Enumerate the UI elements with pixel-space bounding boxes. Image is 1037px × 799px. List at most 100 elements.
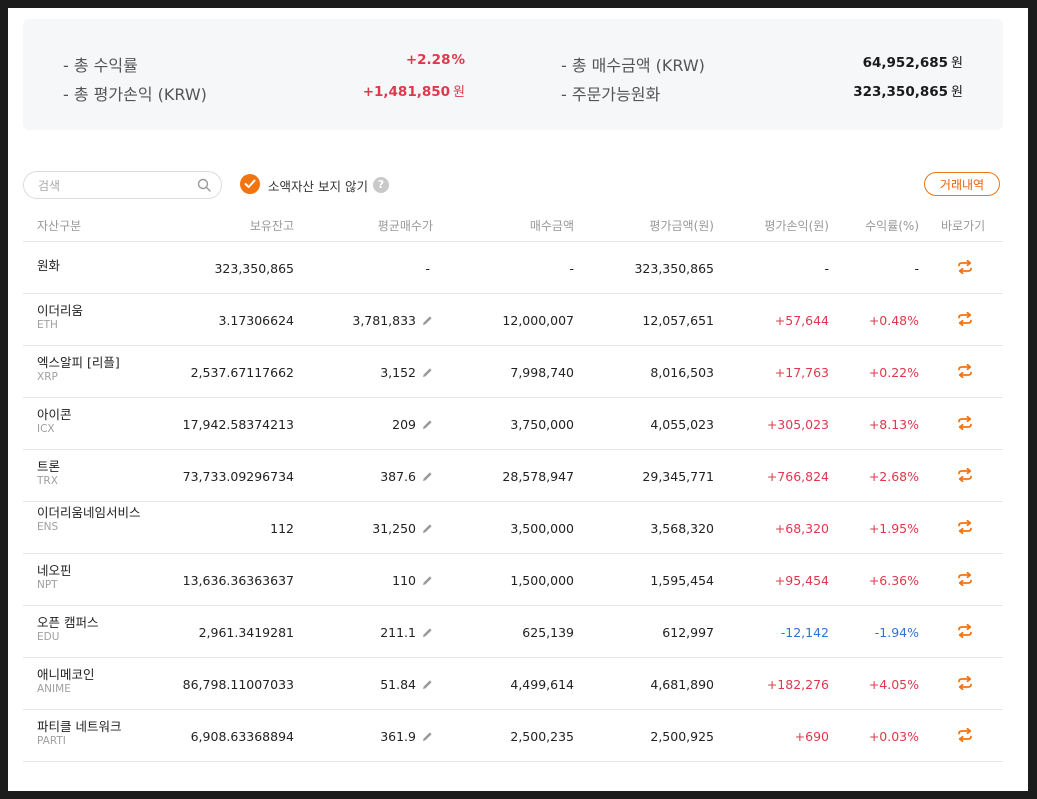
eval-amount-cell: 323,350,865 xyxy=(634,261,714,276)
avg-price-value: 31,250 xyxy=(372,521,416,536)
balance-cell: 6,908.63368894 xyxy=(190,729,294,744)
asset-cell: 네오핀 NPT xyxy=(37,563,137,592)
trade-history-button[interactable]: 거래내역 xyxy=(924,172,1000,196)
header-eval-amount: 평가금액(원) xyxy=(649,219,714,233)
avg-price-value: 387.6 xyxy=(380,469,416,484)
table-row: 애니메코인 ANIME 86,798.11007033 51.84 4,499,614 4… xyxy=(23,658,1003,710)
swap-icon[interactable] xyxy=(957,311,973,327)
edit-pencil-icon[interactable] xyxy=(422,314,433,329)
swap-icon[interactable] xyxy=(957,415,973,431)
return-rate-cell: +0.48% xyxy=(868,313,919,328)
edit-pencil-icon[interactable] xyxy=(422,626,433,641)
return-rate-cell: +4.05% xyxy=(868,677,919,692)
avg-price-value: 3,781,833 xyxy=(352,313,416,328)
swap-icon[interactable] xyxy=(957,571,973,587)
asset-symbol: XRP xyxy=(37,371,58,383)
asset-name: 이더리움네임서비스 xyxy=(37,505,141,520)
avg-price-value: 110 xyxy=(392,573,416,588)
edit-pencil-icon[interactable] xyxy=(422,730,433,745)
edit-pencil-icon[interactable] xyxy=(422,522,433,537)
edit-pencil-icon[interactable] xyxy=(422,470,433,485)
buy-amount-cell: 1,500,000 xyxy=(510,573,574,588)
profit-loss-cell: +766,824 xyxy=(766,469,829,484)
asset-name: 트론 xyxy=(37,459,61,474)
asset-symbol: EDU xyxy=(37,631,60,643)
eval-amount-cell: 4,055,023 xyxy=(650,417,714,432)
profit-loss-cell: +305,023 xyxy=(766,417,829,432)
asset-symbol: TRX xyxy=(37,475,58,487)
total-pl-unit: 원 xyxy=(453,85,465,100)
edit-pencil-icon[interactable] xyxy=(422,574,433,589)
profit-loss-cell: +182,276 xyxy=(766,677,829,692)
return-rate-cell: +2.68% xyxy=(868,469,919,484)
asset-cell: 트론 TRX xyxy=(37,459,137,488)
avg-price-value: 3,152 xyxy=(380,365,416,380)
return-rate-cell: +6.36% xyxy=(868,573,919,588)
header-buy-amount: 매수금액 xyxy=(529,219,574,233)
return-rate-cell: +8.13% xyxy=(868,417,919,432)
avg-price-cell: 110 xyxy=(392,573,433,589)
header-balance: 보유잔고 xyxy=(249,219,294,233)
asset-cell: 이더리움네임서비스 ENS xyxy=(37,505,141,534)
search-input[interactable] xyxy=(36,175,190,197)
edit-pencil-icon[interactable] xyxy=(422,678,433,693)
eval-amount-cell: 12,057,651 xyxy=(642,313,714,328)
table-row: 파티클 네트워크 PARTI 6,908.63368894 361.9 2,500,23… xyxy=(23,710,1003,762)
avg-price-cell: - xyxy=(425,261,430,276)
table-row: 아이콘 ICX 17,942.58374213 209 3,750,000 4,055,0… xyxy=(23,398,1003,450)
avg-price-value: 51.84 xyxy=(380,677,416,692)
swap-icon[interactable] xyxy=(957,727,973,743)
eval-amount-cell: 1,595,454 xyxy=(650,573,714,588)
buy-amount-cell: 7,998,740 xyxy=(510,365,574,380)
return-rate-cell: -1.94% xyxy=(874,625,919,640)
asset-name: 애니메코인 xyxy=(37,667,95,682)
hide-small-assets-checkbox[interactable] xyxy=(240,174,260,194)
buy-amount-cell: 3,500,000 xyxy=(510,521,574,536)
avg-price-cell: 3,781,833 xyxy=(352,313,433,329)
swap-icon[interactable] xyxy=(957,467,973,483)
avg-price-cell: 51.84 xyxy=(380,677,433,693)
total-return-label: - 총 수익률 xyxy=(63,56,138,75)
table-row: 이더리움 ETH 3.17306624 3,781,833 12,000,007 12,0… xyxy=(23,294,1003,346)
asset-cell: 원화 xyxy=(37,252,137,273)
balance-cell: 17,942.58374213 xyxy=(182,417,294,432)
asset-symbol: ANIME xyxy=(37,683,71,695)
orderable-krw-value: 323,350,865 원 xyxy=(853,81,963,100)
balance-cell: 86,798.11007033 xyxy=(182,677,294,692)
balance-cell: 112 xyxy=(270,521,294,536)
edit-pencil-icon[interactable] xyxy=(422,418,433,433)
total-return-unit: % xyxy=(451,52,465,68)
asset-cell: 엑스알피 [리플] XRP xyxy=(37,355,137,384)
table-row: 트론 TRX 73,733.09296734 387.6 28,578,947 29,34… xyxy=(23,450,1003,502)
asset-symbol: ETH xyxy=(37,319,58,331)
balance-cell: 2,961.3419281 xyxy=(198,625,294,640)
search-icon[interactable] xyxy=(197,178,211,192)
buy-amount-cell: 12,000,007 xyxy=(502,313,574,328)
total-pl-value: +1,481,850 원 xyxy=(363,81,465,100)
header-shortcut: 바로가기 xyxy=(941,219,986,233)
orderable-krw-label: - 주문가능원화 xyxy=(561,85,661,104)
swap-icon[interactable] xyxy=(957,675,973,691)
asset-cell: 아이콘 ICX xyxy=(37,407,137,436)
table-row: 이더리움네임서비스 ENS 112 31,250 3,500,000 3,568,320 +… xyxy=(23,502,1003,554)
eval-amount-cell: 4,681,890 xyxy=(650,677,714,692)
return-rate-cell: +0.22% xyxy=(868,365,919,380)
swap-icon[interactable] xyxy=(957,259,973,275)
swap-icon[interactable] xyxy=(957,363,973,379)
asset-name: 아이콘 xyxy=(37,407,72,422)
help-icon[interactable]: ? xyxy=(373,177,389,193)
swap-icon[interactable] xyxy=(957,519,973,535)
hide-small-assets-label[interactable]: 소액자산 보지 않기 xyxy=(268,179,368,194)
asset-name: 네오핀 xyxy=(37,563,72,578)
edit-pencil-icon[interactable] xyxy=(422,366,433,381)
profit-loss-cell: +57,644 xyxy=(774,313,829,328)
avg-price-value: 211.1 xyxy=(380,625,416,640)
table-row: 엑스알피 [리플] XRP 2,537.67117662 3,152 7,998,740… xyxy=(23,346,1003,398)
return-rate-cell: +1.95% xyxy=(868,521,919,536)
total-buy-label: - 총 매수금액 (KRW) xyxy=(561,56,705,75)
swap-icon[interactable] xyxy=(957,623,973,639)
header-profit-loss: 평가손익(원) xyxy=(764,219,829,233)
total-buy-unit: 원 xyxy=(951,56,963,71)
table-row: 네오핀 NPT 13,636.36363637 110 1,500,000 1,595,4… xyxy=(23,554,1003,606)
balance-cell: 3.17306624 xyxy=(218,313,294,328)
